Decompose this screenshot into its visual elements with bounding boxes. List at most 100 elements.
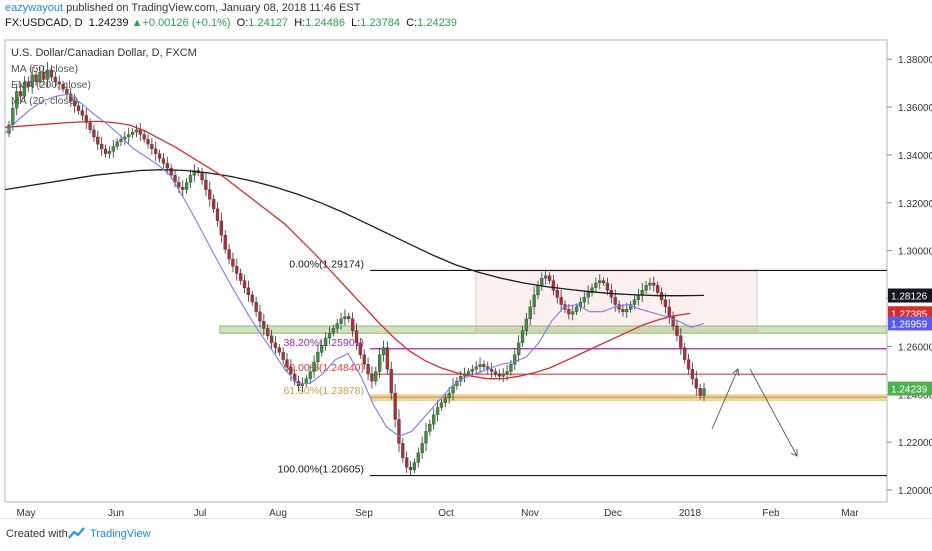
candle-body	[397, 419, 401, 444]
price-tag-label: 1.27385	[891, 309, 928, 320]
candle-body	[119, 139, 123, 142]
candle-body	[671, 316, 675, 327]
candle-body	[335, 323, 339, 329]
candle-body	[640, 290, 644, 296]
candle-body	[18, 91, 23, 97]
candle-body	[663, 299, 668, 308]
candle-body	[385, 347, 390, 370]
quote-line: FX:USDCAD, D 1.24239 ▲+0.00126 (+0.1%) O…	[5, 17, 457, 29]
fib-level-label: 0.00%(1.29174)	[289, 258, 364, 270]
candle-body	[497, 373, 502, 377]
candle-body	[269, 335, 274, 343]
candle-body	[80, 110, 85, 116]
candle-body	[181, 187, 185, 190]
candle-body	[574, 306, 579, 312]
candle-body	[273, 342, 278, 348]
candle-body	[320, 345, 324, 353]
y-tick-label: 1.22000	[898, 438, 932, 449]
fib-level-label: 50.00%(1.24840)	[283, 362, 364, 374]
candle-body	[432, 414, 436, 425]
candle-body	[621, 309, 625, 312]
candle-body	[53, 76, 57, 83]
candle-body	[540, 278, 544, 286]
high-label: H:	[294, 17, 306, 29]
candle-body	[378, 354, 382, 372]
up-arrow-icon: ▲	[131, 17, 143, 29]
candle-body	[686, 359, 691, 370]
candle-body	[652, 282, 656, 286]
price-chart[interactable]: 0.00%(1.29174) 38.20%(1.25901) 50.00%(1.24…	[0, 36, 932, 518]
candle-body	[582, 297, 586, 303]
candle-body	[208, 189, 212, 200]
ema200-line	[4, 169, 705, 297]
candle-body	[231, 258, 235, 267]
candle-body	[625, 309, 629, 312]
ma50-line	[4, 120, 691, 380]
candle-body	[34, 74, 38, 83]
candle-body	[532, 294, 536, 308]
price-tag-label: 1.28126	[891, 292, 928, 303]
candle-body	[239, 273, 243, 281]
candle-body	[235, 266, 239, 274]
candle-body	[142, 134, 146, 140]
candle-body	[393, 392, 397, 420]
candle-body	[304, 378, 308, 384]
candle-body	[331, 328, 335, 334]
candle-body	[150, 143, 154, 150]
candle-body	[528, 306, 532, 320]
candle-body	[617, 304, 621, 310]
candle-body	[493, 371, 498, 375]
candle-body	[22, 81, 27, 97]
tradingview-logo-icon	[68, 527, 85, 539]
candle-body	[632, 299, 637, 305]
footer: Created with TradingView	[0, 518, 932, 551]
candle-body	[154, 148, 158, 154]
candle-body	[157, 153, 162, 159]
candle-body	[594, 282, 598, 288]
candle-body	[15, 91, 19, 109]
candle-body	[590, 287, 594, 293]
candle-body	[656, 285, 660, 293]
ma20-line	[4, 93, 705, 437]
candle-body	[520, 330, 525, 343]
candle-body	[474, 366, 478, 370]
x-tick-label: Mar	[841, 508, 859, 518]
candle-body	[598, 280, 602, 284]
candle-body	[443, 397, 447, 403]
candle-body	[381, 347, 386, 355]
candle-body	[103, 148, 108, 154]
candle-body	[211, 199, 216, 209]
candle-body	[482, 364, 486, 367]
candle-body	[509, 364, 513, 372]
candle-body	[679, 335, 683, 348]
candle-body	[289, 366, 293, 375]
candle-body	[605, 282, 610, 291]
fib-level-label: 100.00%(1.20605)	[278, 464, 364, 476]
candle-body	[312, 361, 316, 372]
price-tag-label: 1.24239	[891, 385, 928, 396]
candle-body	[567, 309, 571, 315]
tradingview-brand[interactable]: TradingView	[90, 528, 151, 540]
candle-body	[76, 105, 81, 111]
candle-body	[420, 443, 424, 454]
candle-body	[536, 285, 540, 296]
candle-body	[447, 392, 451, 399]
candle-body	[690, 368, 695, 379]
candle-body	[130, 132, 135, 135]
x-tick-label: Aug	[269, 508, 287, 518]
candle-body	[501, 373, 505, 377]
price-tag	[888, 288, 932, 303]
x-tick-label: Sep	[355, 508, 373, 518]
candle-body	[601, 280, 606, 284]
candle-body	[92, 129, 96, 138]
author-link[interactable]: eazywayout	[5, 2, 64, 14]
candle-body	[308, 371, 312, 379]
x-tick-label: 2018	[679, 508, 702, 518]
candle-body	[26, 81, 30, 87]
low-label: L:	[351, 17, 361, 29]
candle-body	[281, 352, 285, 360]
candle-body	[613, 297, 617, 305]
candle-body	[555, 290, 559, 298]
candle-body	[547, 275, 552, 281]
candle-body	[466, 371, 471, 375]
